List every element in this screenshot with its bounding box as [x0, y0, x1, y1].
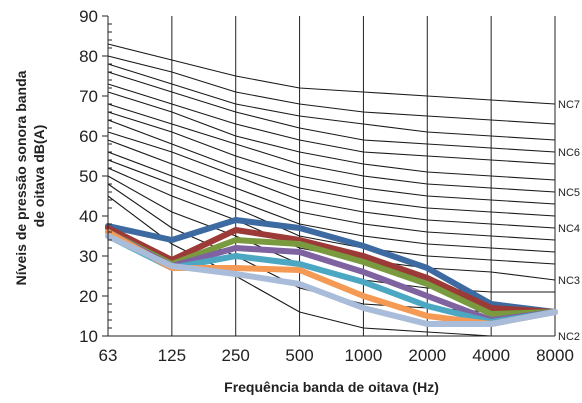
measured-series-7 [105, 233, 558, 327]
nc-curve-11 [107, 139, 556, 241]
y-tick-label-40: 40 [79, 207, 98, 226]
nc-curve-2 [107, 55, 556, 125]
nc-curve-9 [107, 119, 556, 217]
x-tick-label-63: 63 [99, 346, 118, 365]
nc-curve-1 [107, 43, 556, 105]
measured-series-2 [105, 225, 558, 315]
nc-curve-4 [107, 71, 556, 153]
y-axis-title-line-1: Níveis de pressão sonora banda [13, 70, 29, 285]
nc-curve-6 [107, 91, 556, 181]
x-axis-title: Frequência banda de oitava (Hz) [224, 379, 439, 395]
nc-curve-label-nc6: NC6 [558, 147, 580, 159]
x-tick-label-8000: 8000 [536, 346, 574, 365]
y-tick-label-60: 60 [79, 127, 98, 146]
nc-curve-label-nc3: NC3 [558, 275, 580, 287]
y-axis-title-line-2: de oitava dB(A) [31, 125, 47, 228]
nc-curve-10 [107, 131, 556, 229]
nc-curve-3 [107, 63, 556, 141]
y-tick-label-30: 30 [79, 247, 98, 266]
y-tick-label-50: 50 [79, 167, 98, 186]
nc-reference-curves [107, 43, 556, 337]
y-tick-label-10: 10 [79, 327, 98, 346]
measured-series-1 [105, 217, 558, 315]
y-tick-label-80: 80 [79, 47, 98, 66]
x-tick-label-1000: 1000 [345, 346, 383, 365]
x-tick-label-250: 250 [222, 346, 250, 365]
y-tick-label-70: 70 [79, 87, 98, 106]
nc-curve-17 [107, 195, 555, 337]
x-tick-label-4000: 4000 [472, 346, 510, 365]
nc-curve-8 [107, 111, 556, 205]
nc-curve-5 [107, 83, 556, 165]
x-tick-label-125: 125 [158, 346, 186, 365]
nc-curve-label-nc7: NC7 [558, 99, 580, 111]
axes [102, 15, 555, 337]
y-tick-label-90: 90 [79, 7, 98, 26]
nc-curve-12 [107, 151, 556, 253]
nc-curve-label-nc5: NC5 [558, 187, 580, 199]
nc-curve-label-nc2: NC2 [558, 331, 580, 343]
nc-curve-7 [107, 103, 556, 193]
x-tick-label-2000: 2000 [408, 346, 446, 365]
y-tick-label-20: 20 [79, 287, 98, 306]
x-tick-label-500: 500 [285, 346, 313, 365]
nc-curve-label-nc4: NC4 [558, 223, 580, 235]
y-axis-title: Níveis de pressão sonora banda de oitava… [13, 67, 47, 286]
measured-series [105, 217, 558, 327]
nc-curve-13 [107, 159, 556, 265]
tick-labels: 10 20 30 40 50 60 70 80 90 63 125 250 500 1000 2000 400… [79, 7, 580, 365]
